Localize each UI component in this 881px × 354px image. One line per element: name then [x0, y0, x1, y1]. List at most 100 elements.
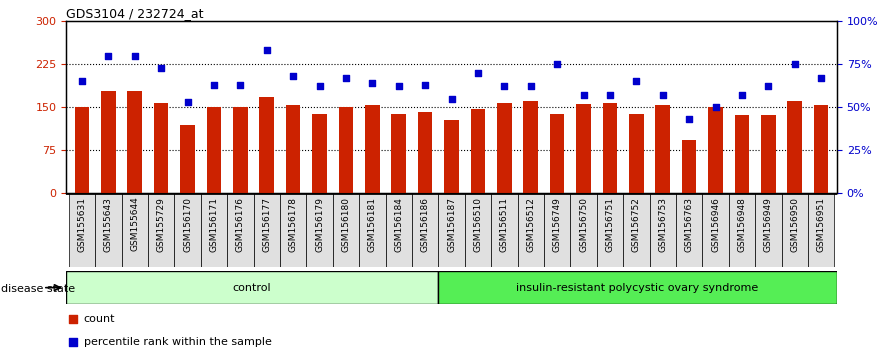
- Text: GSM156752: GSM156752: [632, 197, 640, 252]
- Text: GSM156946: GSM156946: [711, 197, 720, 252]
- Text: GSM156180: GSM156180: [342, 197, 351, 252]
- Text: GSM156950: GSM156950: [790, 197, 799, 252]
- FancyBboxPatch shape: [649, 193, 676, 267]
- Text: GSM155644: GSM155644: [130, 197, 139, 251]
- Text: percentile rank within the sample: percentile rank within the sample: [84, 337, 271, 348]
- Bar: [365, 105, 380, 193]
- Point: [655, 92, 670, 98]
- Bar: [814, 105, 828, 193]
- Bar: [682, 140, 696, 193]
- Point: [128, 53, 142, 58]
- Text: GSM156177: GSM156177: [263, 197, 271, 252]
- Text: GSM156187: GSM156187: [447, 197, 456, 252]
- Point: [576, 92, 590, 98]
- Bar: [603, 103, 618, 193]
- Text: GSM156181: GSM156181: [367, 197, 377, 252]
- Bar: [761, 115, 775, 193]
- Point: [366, 80, 380, 86]
- Text: GSM156176: GSM156176: [236, 197, 245, 252]
- FancyBboxPatch shape: [280, 193, 307, 267]
- FancyBboxPatch shape: [148, 193, 174, 267]
- FancyBboxPatch shape: [227, 193, 254, 267]
- Point: [444, 96, 458, 101]
- FancyBboxPatch shape: [66, 271, 438, 304]
- Text: insulin-resistant polycystic ovary syndrome: insulin-resistant polycystic ovary syndr…: [516, 282, 759, 293]
- FancyBboxPatch shape: [808, 193, 834, 267]
- Point: [101, 53, 115, 58]
- Point: [66, 340, 79, 346]
- Text: GSM156184: GSM156184: [394, 197, 403, 252]
- Bar: [128, 91, 142, 193]
- Text: GSM156171: GSM156171: [210, 197, 218, 252]
- FancyBboxPatch shape: [755, 193, 781, 267]
- Text: GSM156178: GSM156178: [289, 197, 298, 252]
- Bar: [629, 114, 644, 193]
- FancyBboxPatch shape: [307, 193, 333, 267]
- Point: [154, 65, 168, 70]
- Point: [788, 61, 802, 67]
- Point: [339, 75, 353, 81]
- Point: [550, 61, 564, 67]
- Text: GSM155643: GSM155643: [104, 197, 113, 252]
- FancyBboxPatch shape: [254, 193, 280, 267]
- Bar: [181, 125, 195, 193]
- Bar: [576, 104, 591, 193]
- Bar: [285, 105, 300, 193]
- FancyBboxPatch shape: [95, 193, 122, 267]
- Text: GSM156512: GSM156512: [526, 197, 536, 252]
- Text: GSM156949: GSM156949: [764, 197, 773, 252]
- Bar: [550, 114, 565, 193]
- FancyBboxPatch shape: [412, 193, 439, 267]
- FancyBboxPatch shape: [438, 271, 837, 304]
- Bar: [312, 114, 327, 193]
- Text: control: control: [233, 282, 271, 293]
- Point: [286, 73, 300, 79]
- FancyBboxPatch shape: [491, 193, 517, 267]
- Text: GSM156510: GSM156510: [473, 197, 483, 252]
- Bar: [708, 107, 722, 193]
- Bar: [788, 101, 802, 193]
- Text: GSM156951: GSM156951: [817, 197, 825, 252]
- Point: [523, 84, 537, 89]
- Bar: [523, 101, 538, 193]
- FancyBboxPatch shape: [333, 193, 359, 267]
- Bar: [259, 97, 274, 193]
- Point: [75, 79, 89, 84]
- Text: GSM155729: GSM155729: [157, 197, 166, 252]
- FancyBboxPatch shape: [623, 193, 649, 267]
- Point: [497, 84, 511, 89]
- Point: [233, 82, 248, 87]
- Text: GSM156170: GSM156170: [183, 197, 192, 252]
- Text: GSM156753: GSM156753: [658, 197, 667, 252]
- Point: [181, 99, 195, 105]
- Point: [735, 92, 749, 98]
- FancyBboxPatch shape: [386, 193, 412, 267]
- Bar: [655, 105, 670, 193]
- Point: [603, 92, 617, 98]
- Text: GSM156179: GSM156179: [315, 197, 324, 252]
- Bar: [75, 107, 89, 193]
- Bar: [735, 115, 749, 193]
- Point: [814, 75, 828, 81]
- Bar: [497, 103, 512, 193]
- FancyBboxPatch shape: [201, 193, 227, 267]
- FancyBboxPatch shape: [544, 193, 570, 267]
- Point: [260, 47, 274, 53]
- Bar: [338, 107, 353, 193]
- Point: [470, 70, 485, 76]
- FancyBboxPatch shape: [570, 193, 596, 267]
- FancyBboxPatch shape: [517, 193, 544, 267]
- Bar: [418, 112, 433, 193]
- Text: GDS3104 / 232724_at: GDS3104 / 232724_at: [66, 7, 204, 20]
- Text: GSM156511: GSM156511: [500, 197, 509, 252]
- Bar: [470, 109, 485, 193]
- Point: [708, 104, 722, 110]
- Text: GSM156186: GSM156186: [420, 197, 430, 252]
- Bar: [154, 103, 168, 193]
- Point: [66, 316, 79, 322]
- FancyBboxPatch shape: [702, 193, 729, 267]
- FancyBboxPatch shape: [69, 193, 95, 267]
- FancyBboxPatch shape: [729, 193, 755, 267]
- FancyBboxPatch shape: [122, 193, 148, 267]
- Text: disease state: disease state: [1, 284, 75, 293]
